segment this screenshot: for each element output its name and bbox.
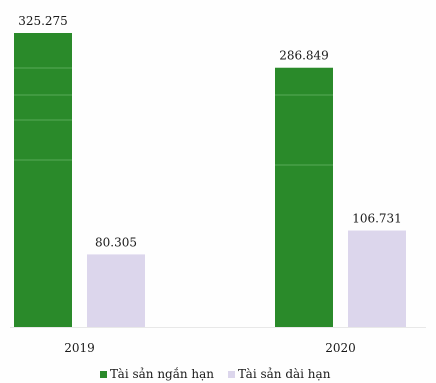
bar-tai-san-dai-han-2019 xyxy=(87,254,145,327)
legend-swatch xyxy=(100,371,107,378)
bar-tai-san-dai-han-2020 xyxy=(348,230,406,327)
x-tick-label: 2019 xyxy=(64,341,95,355)
x-tick-label: 2020 xyxy=(325,341,356,355)
data-label: 80.305 xyxy=(95,235,137,249)
value-labels-layer: 325.275 80.305 286.849 106.731 xyxy=(18,14,402,249)
legend-swatch xyxy=(228,371,235,378)
data-label: 325.275 xyxy=(18,14,68,28)
data-label: 106.731 xyxy=(352,212,402,226)
data-label: 286.849 xyxy=(279,49,329,63)
category-axis: 2019 2020 xyxy=(10,327,426,355)
bars-layer xyxy=(14,33,406,328)
legend: Tài sản ngắn hạn Tài sản dài hạn xyxy=(100,366,331,381)
legend-label: Tài sản ngắn hạn xyxy=(110,366,214,381)
bar-tai-san-ngan-han-2019 xyxy=(14,33,72,327)
legend-label: Tài sản dài hạn xyxy=(238,367,331,381)
bar-tai-san-ngan-han-2020 xyxy=(275,67,333,328)
